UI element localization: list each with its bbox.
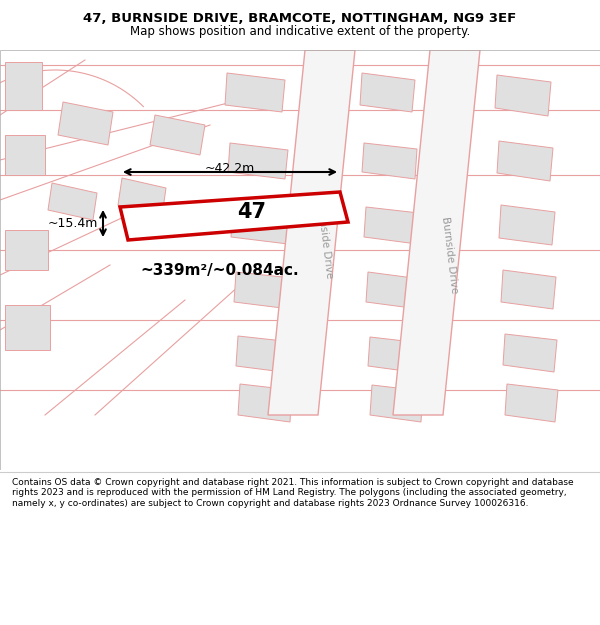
Polygon shape [360, 73, 415, 112]
Polygon shape [228, 143, 288, 179]
Polygon shape [5, 230, 48, 270]
Polygon shape [364, 207, 419, 244]
Text: ~339m²/~0.084ac.: ~339m²/~0.084ac. [140, 262, 299, 278]
Polygon shape [393, 50, 480, 415]
Polygon shape [234, 272, 292, 309]
Polygon shape [503, 334, 557, 372]
Polygon shape [501, 270, 556, 309]
Polygon shape [5, 62, 42, 110]
Polygon shape [236, 336, 293, 373]
Polygon shape [368, 337, 422, 373]
Polygon shape [118, 178, 166, 216]
Text: Burnside Drive: Burnside Drive [440, 216, 460, 294]
Polygon shape [366, 272, 421, 309]
Polygon shape [5, 135, 45, 175]
Polygon shape [362, 143, 417, 179]
Text: Map shows position and indicative extent of the property.: Map shows position and indicative extent… [130, 24, 470, 38]
Polygon shape [497, 141, 553, 181]
Polygon shape [499, 205, 555, 245]
Polygon shape [495, 75, 551, 116]
Polygon shape [370, 385, 423, 422]
Polygon shape [150, 115, 205, 155]
Polygon shape [120, 192, 348, 240]
Polygon shape [238, 384, 292, 422]
Polygon shape [48, 183, 97, 220]
Polygon shape [231, 207, 290, 244]
Polygon shape [5, 305, 50, 350]
Polygon shape [268, 50, 355, 415]
Polygon shape [58, 102, 113, 145]
Text: ~42.2m: ~42.2m [205, 162, 255, 175]
Text: 47, BURNSIDE DRIVE, BRAMCOTE, NOTTINGHAM, NG9 3EF: 47, BURNSIDE DRIVE, BRAMCOTE, NOTTINGHAM… [83, 12, 517, 26]
Text: ~15.4m: ~15.4m [47, 217, 98, 230]
Text: 47: 47 [238, 202, 266, 222]
Polygon shape [505, 384, 558, 422]
Polygon shape [225, 73, 285, 112]
Text: Burnside Drive: Burnside Drive [316, 201, 335, 279]
Text: Contains OS data © Crown copyright and database right 2021. This information is : Contains OS data © Crown copyright and d… [12, 478, 574, 508]
